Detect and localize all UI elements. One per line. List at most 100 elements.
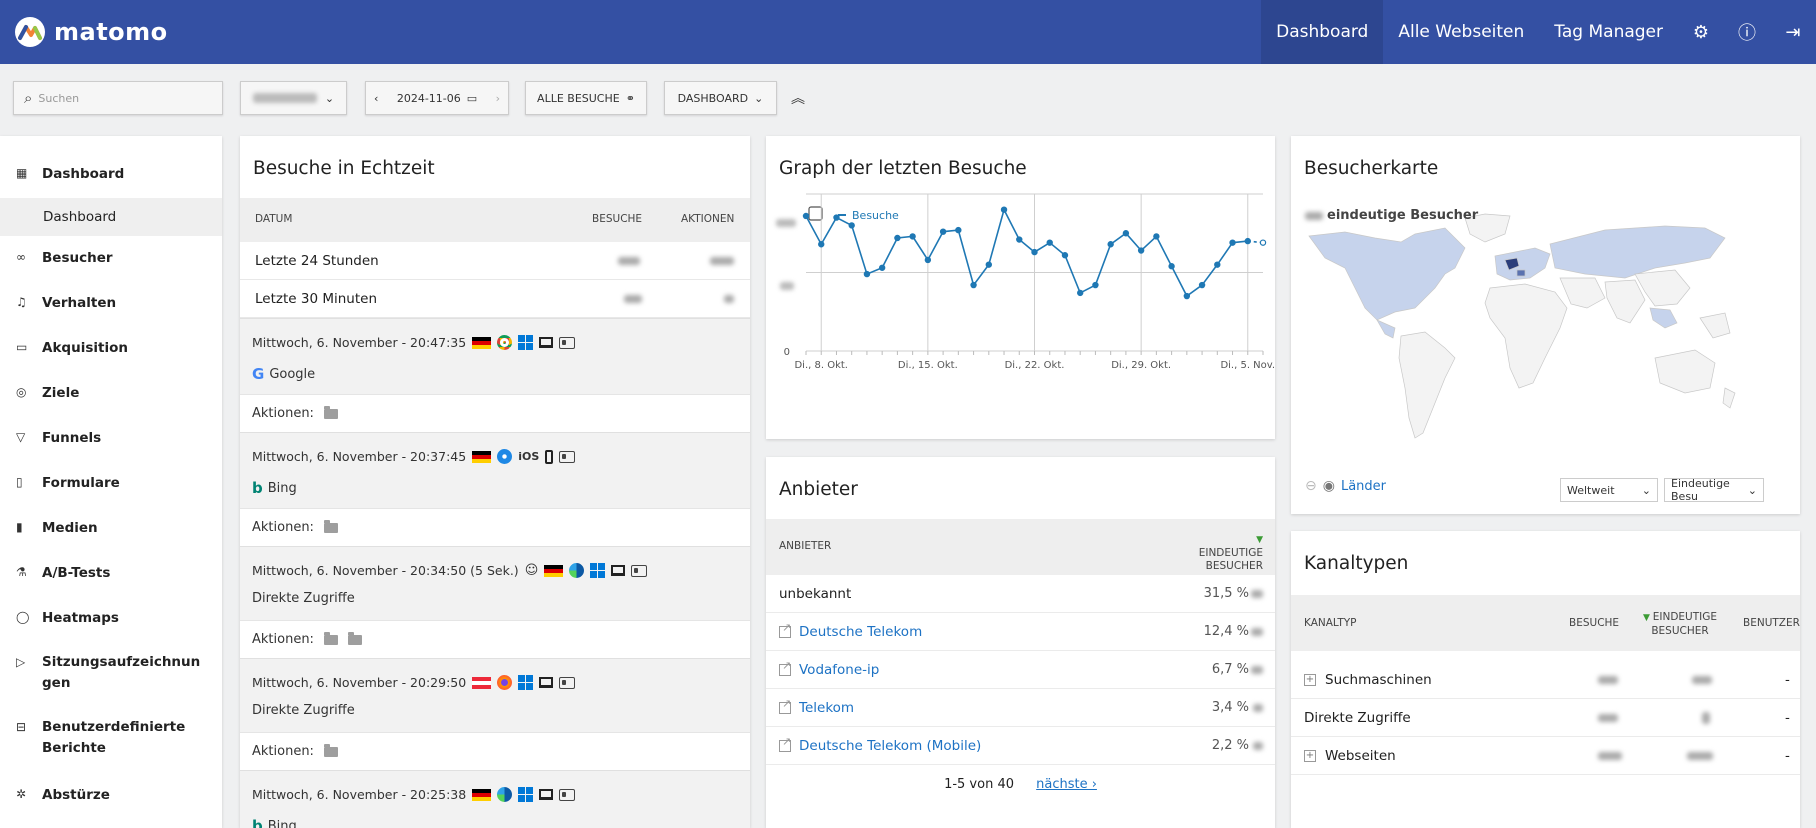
visit-entry[interactable]: Mittwoch, 6. November - 20:29:50 Direkte… (240, 658, 750, 732)
sidebar-item-funnels[interactable]: ▽ Funnels (0, 430, 222, 446)
data-point[interactable] (1214, 261, 1221, 268)
data-point[interactable] (970, 281, 977, 289)
table-row[interactable]: Vodafone-ip 6,7 % (766, 651, 1275, 689)
sidebar-item-session-recordings[interactable]: ▷ Sitzungsaufzeichnungen (0, 654, 222, 694)
data-point[interactable] (955, 226, 962, 234)
sidebar-item-goals[interactable]: ◎ Ziele (0, 385, 222, 401)
nav-dashboard[interactable]: Dashboard (1261, 0, 1384, 64)
data-point[interactable] (833, 214, 840, 221)
gear-icon[interactable]: ⚙ (1692, 21, 1710, 43)
provider-link[interactable]: Telekom (779, 697, 854, 716)
folder-icon[interactable] (323, 405, 338, 419)
nav-tag-manager[interactable]: Tag Manager (1554, 22, 1663, 42)
data-point[interactable] (1031, 248, 1038, 256)
data-point[interactable] (1259, 239, 1267, 246)
provider-link[interactable]: Deutsche Telekom (779, 621, 922, 640)
sidebar-item-visitors[interactable]: ∞ Besucher (0, 250, 222, 266)
data-point[interactable] (878, 264, 886, 271)
data-point[interactable] (1137, 247, 1145, 254)
column-visits[interactable]: BESUCHE (1569, 617, 1620, 629)
column-unique-visitors[interactable]: ▼ EINDEUTIGE BESUCHER (1642, 611, 1718, 637)
dashboard-menu[interactable]: DASHBOARD ⌄ (664, 81, 777, 115)
data-point[interactable] (1229, 239, 1236, 246)
table-row[interactable]: + Suchmaschinen - (1291, 661, 1800, 699)
visit-entry[interactable]: Mittwoch, 6. November - 20:47:35 G Googl… (240, 318, 750, 394)
column-channel[interactable]: KANALTYP (1304, 617, 1357, 629)
zoom-out-icon[interactable]: ⊖ (1305, 478, 1317, 494)
site-selector[interactable]: ⌄ (240, 81, 347, 115)
data-point[interactable] (1198, 281, 1206, 289)
logout-icon[interactable]: ⇥ (1785, 21, 1801, 43)
column-date[interactable]: DATUM (255, 213, 293, 225)
visitor-profile-icon[interactable] (631, 564, 648, 577)
data-point[interactable] (1244, 237, 1251, 245)
provider-link[interactable]: Deutsche Telekom (Mobile) (779, 735, 981, 754)
provider-link[interactable]: Vodafone-ip (779, 659, 879, 678)
data-point[interactable] (909, 233, 916, 240)
metric-select[interactable]: Eindeutige Besu ⌄ (1664, 477, 1764, 503)
next-page-link[interactable]: nächste › (1036, 777, 1097, 792)
data-point[interactable] (985, 261, 992, 268)
period-selector[interactable]: ‹ 2024-11-06 ▭ › (365, 81, 509, 115)
matomo-logo[interactable]: matomo (14, 16, 168, 48)
folder-icon[interactable] (347, 631, 362, 645)
column-users[interactable]: BENUTZER (1743, 617, 1800, 629)
sidebar-item-acquisition[interactable]: ▭ Akquisition (0, 340, 222, 356)
data-point[interactable] (894, 234, 901, 242)
data-point[interactable] (1153, 233, 1160, 240)
expand-icon[interactable]: + (1304, 673, 1316, 686)
nav-all-websites[interactable]: Alle Webseiten (1398, 22, 1525, 42)
table-row[interactable]: + Webseiten - (1291, 737, 1800, 775)
visitor-profile-icon[interactable] (559, 676, 576, 689)
sidebar-item-media[interactable]: ▮ Medien (0, 520, 222, 536)
legend-label[interactable]: Besuche (852, 209, 899, 222)
column-actions[interactable]: AKTIONEN (681, 213, 735, 225)
visit-entry[interactable]: Mittwoch, 6. November - 20:34:50 (5 Sek.… (240, 546, 750, 620)
sidebar-item-dashboard[interactable]: ▦ Dashboard (0, 166, 222, 182)
data-point[interactable] (1000, 206, 1008, 213)
data-point[interactable] (939, 228, 947, 235)
search-input[interactable]: ⌕ Suchen (13, 81, 223, 115)
data-point[interactable] (924, 256, 932, 264)
data-point[interactable] (802, 212, 810, 220)
countries-link[interactable]: Länder (1340, 478, 1386, 494)
visitor-profile-icon[interactable] (559, 450, 576, 463)
prev-period-icon[interactable]: ‹ (374, 91, 379, 105)
visitor-profile-icon[interactable] (559, 336, 576, 349)
sidebar-item-ab-tests[interactable]: ⚗ A/B-Tests (0, 565, 222, 581)
table-row[interactable]: unbekannt 31,5 % (766, 575, 1275, 613)
table-row[interactable]: Deutsche Telekom 12,4 % (766, 613, 1275, 651)
table-row[interactable]: Direkte Zugriffe - (1291, 699, 1800, 737)
collapse-icon[interactable]: ︽ (791, 91, 805, 107)
expand-icon[interactable]: + (1304, 749, 1316, 762)
next-period-icon[interactable]: › (495, 91, 500, 105)
sidebar-item-behaviour[interactable]: ♫ Verhalten (0, 295, 222, 311)
world-map[interactable] (1305, 208, 1785, 458)
sidebar-item-heatmaps[interactable]: ◯ Heatmaps (0, 610, 222, 626)
data-point[interactable] (1046, 239, 1053, 246)
sidebar-item-custom-reports[interactable]: ⊟ Benutzerdefinierte Berichte (0, 719, 222, 759)
visitor-profile-icon[interactable] (559, 788, 576, 801)
data-point[interactable] (1107, 241, 1114, 248)
data-point[interactable] (1183, 292, 1191, 300)
column-visits[interactable]: BESUCHE (592, 213, 643, 225)
data-point[interactable] (863, 270, 871, 278)
table-row[interactable]: Telekom 3,4 % (766, 689, 1275, 727)
data-point[interactable] (1092, 281, 1099, 289)
sidebar-item-crashes[interactable]: ✲ Abstürze (0, 787, 222, 803)
data-point[interactable] (1016, 236, 1023, 243)
region-select[interactable]: Weltweit ⌄ (1560, 478, 1658, 502)
info-icon[interactable]: ⓘ (1738, 23, 1756, 44)
sidebar-subitem-dashboard[interactable]: Dashboard (0, 198, 222, 236)
folder-icon[interactable] (323, 519, 338, 533)
data-point[interactable] (818, 241, 825, 248)
chart-type-icon[interactable] (808, 206, 823, 221)
segment-selector[interactable]: ALLE BESUCHE ⚭ (525, 81, 647, 115)
data-point[interactable] (1168, 263, 1175, 270)
data-point[interactable] (1061, 252, 1069, 259)
folder-icon[interactable] (323, 743, 338, 757)
visit-entry[interactable]: Mittwoch, 6. November - 20:25:38 b Bing (240, 770, 750, 828)
data-point[interactable] (848, 222, 855, 229)
column-unique-visitors[interactable]: ▼ EINDEUTIGE BESUCHER (1198, 535, 1263, 572)
column-provider[interactable]: ANBIETER (779, 540, 832, 552)
